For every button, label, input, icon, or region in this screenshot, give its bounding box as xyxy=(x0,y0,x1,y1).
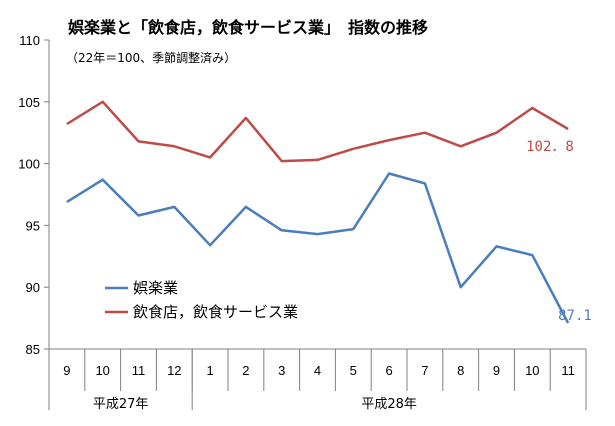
data-label: 87.1 xyxy=(558,308,592,324)
x-group-label: 平成28年 xyxy=(361,397,417,412)
x-tick-label: 4 xyxy=(314,363,321,378)
x-tick-label: 10 xyxy=(95,363,109,378)
x-tick-label: 5 xyxy=(350,363,357,378)
x-tick-label: 6 xyxy=(385,363,392,378)
x-group-label: 平成27年 xyxy=(93,397,149,412)
x-tick-label: 7 xyxy=(421,363,428,378)
x-tick-label: 3 xyxy=(278,363,285,378)
data-labels: 87.1 102．8 xyxy=(526,139,592,324)
x-tick-label: 12 xyxy=(167,363,181,378)
y-tick-label: 110 xyxy=(19,33,40,48)
y-tick-label: 105 xyxy=(18,95,40,110)
y-tick-label: 85 xyxy=(26,342,40,357)
legend-label: 娯楽業 xyxy=(133,279,178,297)
x-tick-label: 11 xyxy=(132,363,146,378)
x-tick-label: 10 xyxy=(525,363,539,378)
chart-title: 娯楽業と「飲食店，飲食サービス業」 指数の推移 xyxy=(68,18,428,37)
y-tick-label: 100 xyxy=(18,157,40,172)
x-tick-label: 11 xyxy=(561,363,575,378)
x-tick-label: 1 xyxy=(206,363,213,378)
chart-subtitle: （22年＝100、季節調整済み） xyxy=(66,50,236,65)
y-tick-label: 90 xyxy=(26,280,40,295)
x-tick-label: 2 xyxy=(242,363,249,378)
y-tick-label: 95 xyxy=(26,218,40,233)
series-line-1 xyxy=(66,172,570,324)
x-tick-label: 8 xyxy=(457,363,464,378)
data-label: 102．8 xyxy=(526,139,574,155)
x-tick-label: 9 xyxy=(493,363,500,378)
series-line-2 xyxy=(66,100,569,163)
x-tick-label: 9 xyxy=(63,363,70,378)
series-layer xyxy=(66,100,570,324)
legend-label: 飲食店，飲食サービス業 xyxy=(133,303,298,321)
